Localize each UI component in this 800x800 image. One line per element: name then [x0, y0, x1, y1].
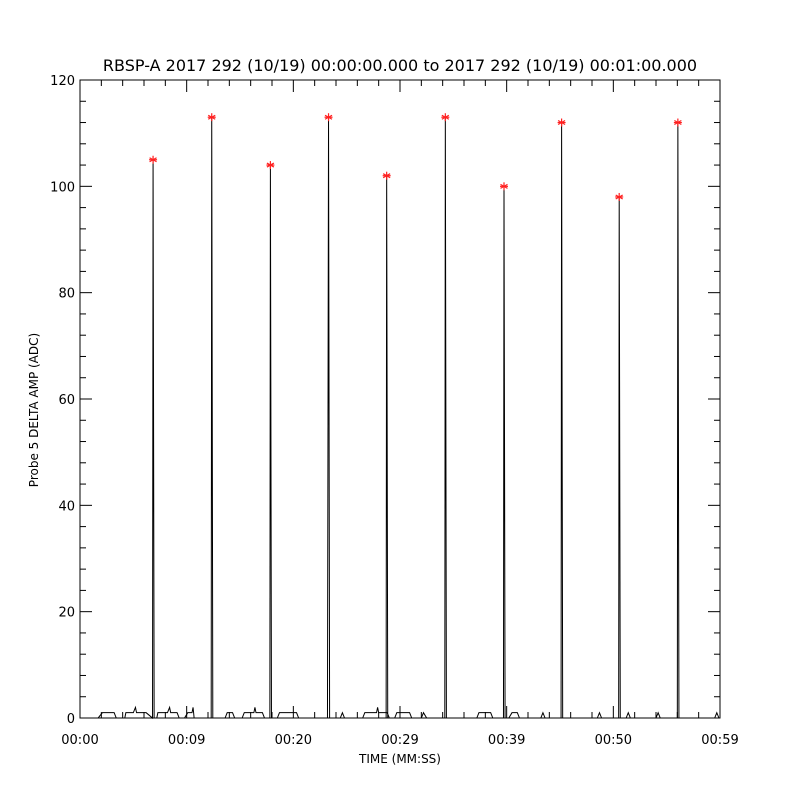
peak-marker — [266, 161, 275, 170]
x-tick-label: 00:09 — [168, 733, 205, 748]
y-tick-label: 40 — [58, 499, 75, 514]
peak-marker — [673, 118, 682, 127]
x-axis-title: TIME (MM:SS) — [358, 752, 441, 766]
peak-marker — [149, 155, 158, 164]
y-tick-label: 0 — [67, 712, 75, 727]
chart-title: RBSP-A 2017 292 (10/19) 00:00:00.000 to … — [103, 56, 697, 75]
plot-frame — [79, 79, 721, 719]
peak-marker — [615, 192, 624, 201]
peak-marker — [207, 113, 216, 122]
x-tick-label: 00:39 — [488, 733, 525, 748]
peak-marker — [441, 113, 450, 122]
series-layer — [97, 117, 720, 720]
x-tick-label: 00:29 — [381, 733, 418, 748]
x-tick-label: 00:50 — [595, 733, 632, 748]
y-tick-label: 60 — [58, 393, 75, 408]
x-tick-label: 00:00 — [61, 733, 98, 748]
peak-marker — [324, 113, 333, 122]
peak-marker — [500, 182, 508, 191]
x-tick-label: 00:59 — [701, 733, 738, 748]
x-tick-label: 00:20 — [275, 733, 312, 748]
y-tick-label: 20 — [58, 606, 75, 621]
series-line-0 — [97, 117, 720, 720]
y-tick-label: 120 — [50, 74, 75, 89]
y-axis-title: Probe 5 DELTA AMP (ADC) — [27, 333, 41, 487]
y-tick-label: 100 — [50, 180, 75, 195]
tick-layer: 0 20 40 60 80 100 120 00:00 00:09 00:20 00:29 00:39… — [50, 74, 739, 748]
peak-marker-layer — [149, 113, 682, 201]
peak-marker — [557, 118, 566, 127]
y-tick-label: 80 — [58, 287, 75, 302]
peak-marker — [382, 171, 391, 180]
